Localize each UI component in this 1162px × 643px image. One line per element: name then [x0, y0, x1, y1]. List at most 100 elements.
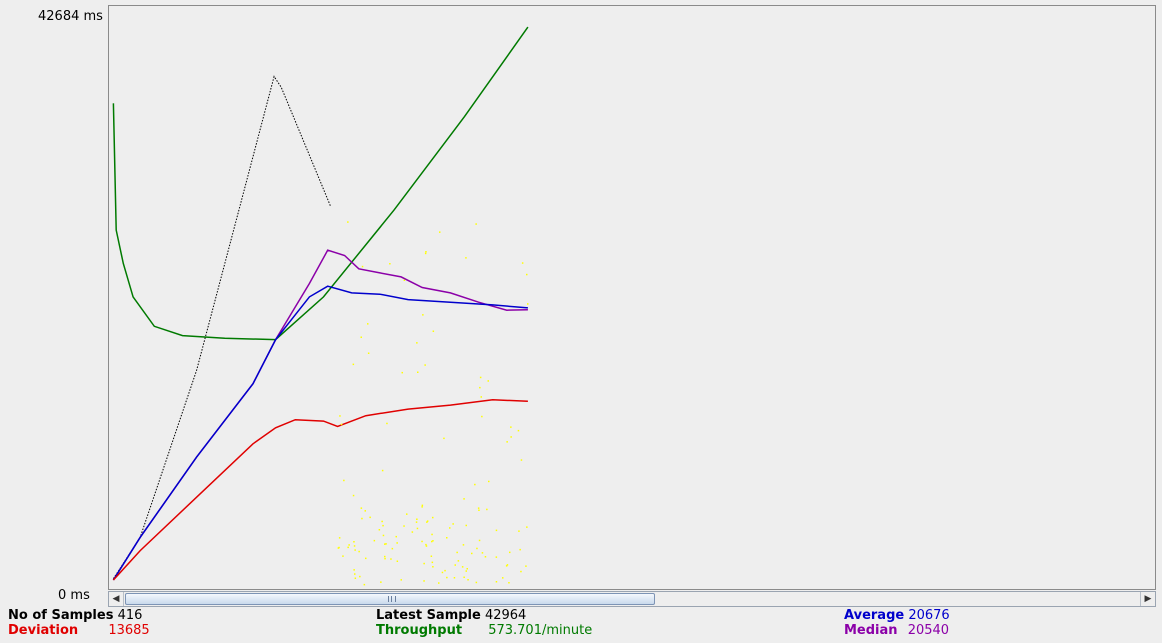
sample-point [400, 579, 402, 581]
sample-point [443, 437, 445, 440]
sample-point [518, 530, 520, 532]
sample-point [381, 520, 383, 523]
samples-value: 416 [117, 608, 143, 623]
sample-point [476, 547, 478, 550]
sample-point [452, 523, 454, 525]
sample-point [423, 580, 425, 582]
scroll-thumb[interactable] [125, 593, 655, 605]
sample-point [353, 541, 355, 543]
horizontal-scrollbar[interactable]: ◀ ▶ [108, 591, 1156, 607]
sample-point [360, 336, 362, 338]
sample-point [385, 543, 387, 545]
sample-point [457, 560, 460, 562]
sample-point [495, 581, 498, 583]
sample-point [423, 562, 425, 565]
sample-point [525, 565, 527, 567]
sample-point [426, 520, 429, 522]
sample-point [471, 552, 473, 555]
sample-point [425, 543, 427, 546]
sample-point [495, 556, 498, 558]
sample-point [396, 560, 399, 562]
sample-point [430, 555, 433, 557]
sample-point [526, 526, 528, 528]
sample-point [384, 557, 386, 560]
y-axis-max-label: 42684 ms [38, 9, 103, 24]
sample-point [480, 396, 482, 398]
latest-sample-label: Latest Sample [376, 608, 481, 623]
samples-stat: No of Samples 416 [8, 608, 142, 623]
sample-point [389, 263, 391, 265]
sample-point [510, 426, 512, 428]
samples-label: No of Samples [8, 608, 114, 623]
sample-point [391, 547, 394, 550]
sample-point [416, 518, 418, 520]
sample-point [416, 342, 418, 344]
sample-point [384, 555, 386, 558]
scroll-left-button[interactable]: ◀ [109, 592, 124, 606]
deviation-stat: Deviation 13685 [8, 623, 150, 638]
sample-point [444, 569, 446, 572]
latest-sample-stat: Latest Sample 42964 [376, 608, 526, 623]
median-stat: Median 20540 [844, 623, 949, 638]
sample-point [367, 323, 369, 325]
sample-point [449, 527, 451, 529]
sample-point [454, 564, 456, 566]
sample-point [416, 527, 419, 530]
sample-point [446, 576, 448, 579]
sample-point [478, 509, 480, 511]
sample-point [475, 223, 477, 225]
sample-point [465, 570, 467, 572]
sample-point [354, 573, 356, 575]
sample-point [495, 529, 498, 532]
sample-point [517, 429, 520, 432]
sample-point [502, 577, 504, 579]
graph-area [108, 5, 1156, 590]
sample-point [426, 521, 428, 523]
sample-point [484, 556, 487, 558]
sample-point [481, 415, 483, 418]
sample-point [382, 534, 385, 537]
sample-point [354, 549, 356, 551]
sample-point [453, 577, 456, 579]
grip-icon [388, 596, 396, 602]
sample-point [352, 494, 355, 497]
sample-point [342, 555, 344, 557]
sample-point [446, 537, 448, 539]
sample-point [479, 376, 482, 379]
median-value: 20540 [907, 623, 950, 638]
throughput-stat: Throughput 573.701/minute [376, 623, 592, 638]
sample-point [479, 386, 481, 389]
sample-point [425, 545, 428, 547]
sample-point [481, 552, 484, 554]
sample-point [406, 513, 408, 515]
sample-point [467, 579, 469, 581]
sample-point [505, 565, 508, 567]
sample-point [432, 566, 434, 568]
sample-point [488, 480, 490, 483]
sample-point [363, 583, 366, 586]
sample-point [365, 557, 367, 560]
sample-point [358, 550, 360, 553]
sample-point [367, 352, 370, 354]
sample-point [509, 551, 511, 554]
sample-point [425, 251, 427, 253]
sample-point [477, 507, 480, 509]
y-axis-min-label: 0 ms [58, 588, 90, 603]
sample-point [417, 371, 419, 373]
sample-point [431, 533, 433, 536]
scroll-right-button[interactable]: ▶ [1140, 592, 1155, 606]
sample-point [421, 540, 423, 543]
average-line [112, 285, 528, 581]
sample-point [421, 504, 424, 507]
sample-point [465, 257, 467, 259]
sample-point [465, 524, 467, 527]
sample-point [395, 535, 397, 538]
arrow-right-icon: ▶ [1144, 594, 1152, 604]
sample-point [526, 273, 528, 276]
sample-point [456, 551, 458, 554]
sample-point [506, 441, 508, 443]
sample-point [403, 279, 406, 281]
sample-point [353, 569, 355, 571]
sample-point [369, 516, 371, 519]
sample-point [343, 479, 345, 482]
